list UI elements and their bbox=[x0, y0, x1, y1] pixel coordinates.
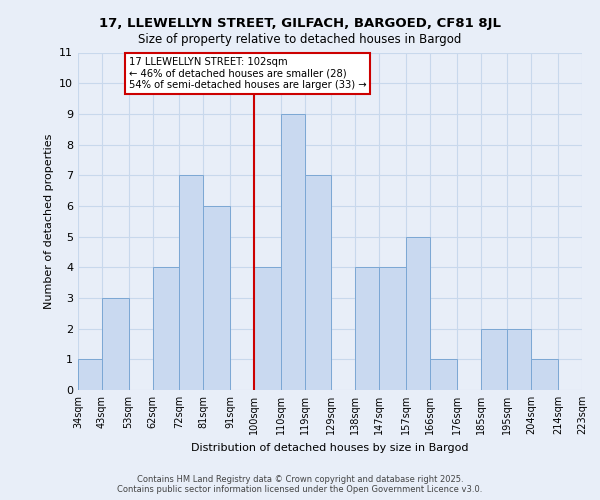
Bar bbox=[254, 268, 281, 390]
X-axis label: Distribution of detached houses by size in Bargod: Distribution of detached houses by size … bbox=[191, 442, 469, 452]
Bar bbox=[281, 114, 305, 390]
Bar bbox=[532, 360, 558, 390]
Bar bbox=[379, 268, 406, 390]
Bar bbox=[430, 360, 457, 390]
Bar bbox=[203, 206, 230, 390]
Bar bbox=[406, 236, 430, 390]
Bar bbox=[78, 360, 102, 390]
Y-axis label: Number of detached properties: Number of detached properties bbox=[44, 134, 53, 309]
Text: Size of property relative to detached houses in Bargod: Size of property relative to detached ho… bbox=[139, 32, 461, 46]
Bar bbox=[481, 328, 508, 390]
Bar bbox=[179, 175, 203, 390]
Bar bbox=[508, 328, 532, 390]
Bar bbox=[355, 268, 379, 390]
Bar bbox=[102, 298, 128, 390]
Text: Contains HM Land Registry data © Crown copyright and database right 2025.
Contai: Contains HM Land Registry data © Crown c… bbox=[118, 474, 482, 494]
Bar bbox=[152, 268, 179, 390]
Bar bbox=[582, 360, 600, 390]
Text: 17, LLEWELLYN STREET, GILFACH, BARGOED, CF81 8JL: 17, LLEWELLYN STREET, GILFACH, BARGOED, … bbox=[99, 18, 501, 30]
Bar bbox=[305, 175, 331, 390]
Text: 17 LLEWELLYN STREET: 102sqm
← 46% of detached houses are smaller (28)
54% of sem: 17 LLEWELLYN STREET: 102sqm ← 46% of det… bbox=[128, 57, 366, 90]
